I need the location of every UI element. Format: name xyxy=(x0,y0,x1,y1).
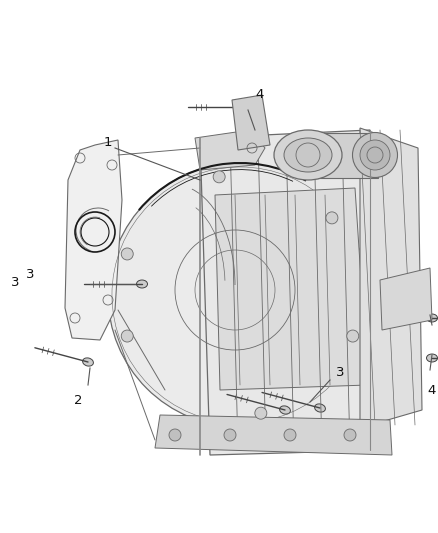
Polygon shape xyxy=(360,128,422,428)
Circle shape xyxy=(326,212,338,224)
Text: 3: 3 xyxy=(26,268,34,280)
Text: 3: 3 xyxy=(11,276,19,288)
Ellipse shape xyxy=(234,103,246,111)
Circle shape xyxy=(108,163,372,427)
Text: 4: 4 xyxy=(256,88,264,101)
Polygon shape xyxy=(65,140,122,340)
Polygon shape xyxy=(195,130,265,170)
Circle shape xyxy=(255,407,267,419)
Ellipse shape xyxy=(83,358,93,366)
Ellipse shape xyxy=(427,314,438,322)
Circle shape xyxy=(284,429,296,441)
Polygon shape xyxy=(215,188,368,390)
Polygon shape xyxy=(200,130,390,455)
Circle shape xyxy=(121,248,133,260)
Ellipse shape xyxy=(427,354,438,362)
Polygon shape xyxy=(155,415,392,455)
Circle shape xyxy=(121,330,133,342)
Text: 3: 3 xyxy=(336,366,344,378)
Circle shape xyxy=(347,330,359,342)
Ellipse shape xyxy=(314,404,325,412)
Polygon shape xyxy=(232,95,270,150)
Polygon shape xyxy=(380,268,432,330)
Circle shape xyxy=(344,429,356,441)
Ellipse shape xyxy=(279,406,290,414)
Ellipse shape xyxy=(274,130,342,180)
Circle shape xyxy=(169,429,181,441)
Bar xyxy=(308,133,378,178)
Text: 2: 2 xyxy=(74,393,82,407)
Text: 4: 4 xyxy=(428,384,436,397)
Ellipse shape xyxy=(353,133,398,177)
Circle shape xyxy=(213,171,225,183)
Text: 1: 1 xyxy=(104,136,112,149)
Circle shape xyxy=(224,429,236,441)
Ellipse shape xyxy=(284,138,332,172)
Ellipse shape xyxy=(137,280,148,288)
Ellipse shape xyxy=(360,140,390,170)
